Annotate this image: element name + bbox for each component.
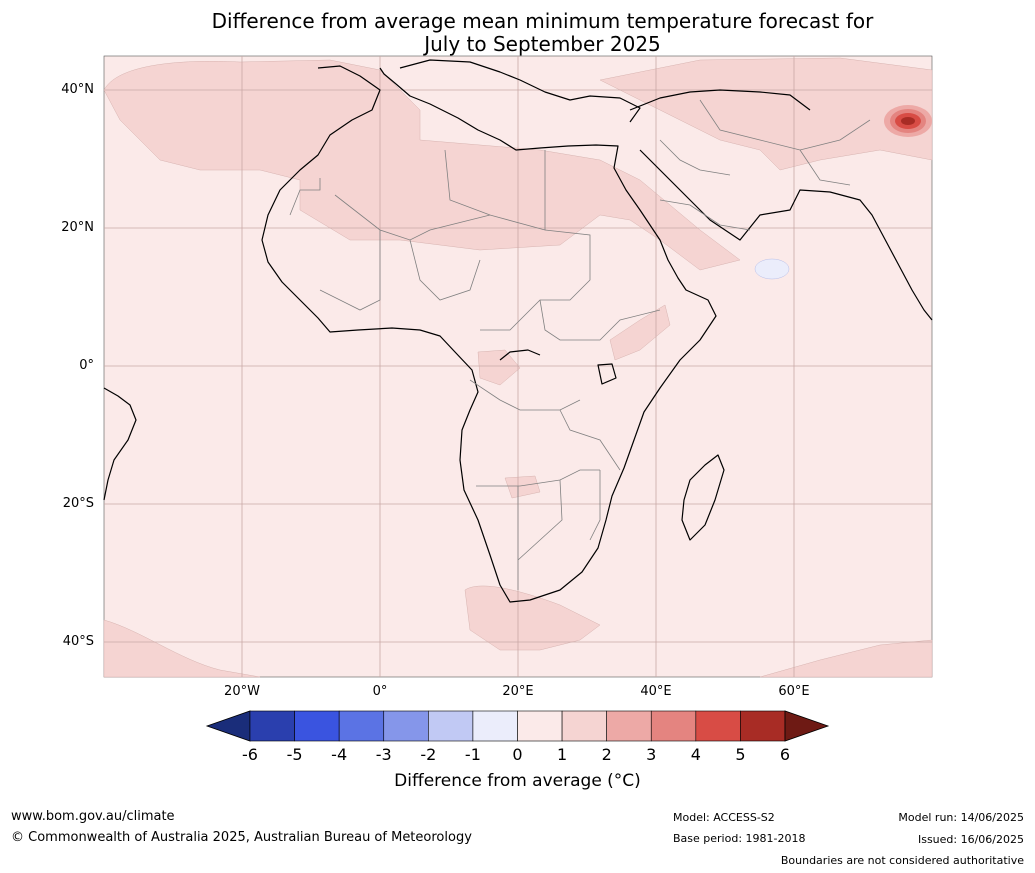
map-title: Difference from average mean minimum tem… [0, 10, 1035, 56]
lon-label-40e: 40°E [640, 684, 672, 699]
colorbar-tick-label: 4 [690, 745, 701, 764]
colorbar-tick-label: -1 [464, 745, 481, 764]
title-line-2: July to September 2025 [424, 32, 661, 56]
issued-text: Issued: 16/06/2025 [917, 833, 1024, 846]
colorbar-tick-label: 1 [556, 745, 568, 764]
disclaimer-text: Boundaries are not considered authoritat… [780, 854, 1024, 867]
colorbar-tick-label: -3 [375, 745, 392, 764]
colorbar-tick-label: -5 [286, 745, 303, 764]
lat-label-40s: 40°S [62, 634, 94, 649]
title-line-1: Difference from average mean minimum tem… [211, 9, 874, 33]
colorbar-tick-label: -2 [420, 745, 437, 764]
colorbar-tick-label: 0 [512, 745, 523, 764]
model-run-text: Model run: 14/06/2025 [898, 811, 1024, 824]
base-period-text: Base period: 1981-2018 [673, 832, 806, 845]
colorbar-tick-label: 3 [646, 745, 657, 764]
lat-label-20s: 20°S [62, 496, 94, 511]
anomaly-1-to-2-regions [103, 57, 933, 678]
website-text: www.bom.gov.au/climate [11, 809, 175, 824]
colorbar-tick-label: 5 [735, 745, 746, 764]
colorbar-tick-label: -6 [242, 745, 258, 764]
lon-label-60e: 60°E [778, 684, 810, 699]
lon-label-20w: 20°W [224, 684, 260, 699]
colorbar-tick-label: 6 [779, 745, 791, 764]
lon-label-20e: 20°E [502, 684, 534, 699]
copyright-text: © Commonwealth of Australia 2025, Austra… [11, 830, 472, 845]
graticule [104, 56, 932, 677]
lat-label-40n: 40°N [61, 82, 94, 97]
colorbar-tick-label: -4 [331, 745, 348, 764]
country-borders [289, 99, 871, 590]
anomaly-negative-region [754, 258, 790, 280]
model-text: Model: ACCESS-S2 [673, 811, 775, 824]
lat-label-0: 0° [79, 358, 94, 373]
colorbar-label: Difference from average (°C) [394, 771, 641, 791]
lon-label-0: 0° [372, 684, 388, 699]
colorbar-tick-label: 2 [601, 745, 612, 764]
anomaly-hotspot [884, 105, 932, 137]
coastlines [103, 59, 933, 603]
lat-label-20n: 20°N [61, 220, 94, 235]
